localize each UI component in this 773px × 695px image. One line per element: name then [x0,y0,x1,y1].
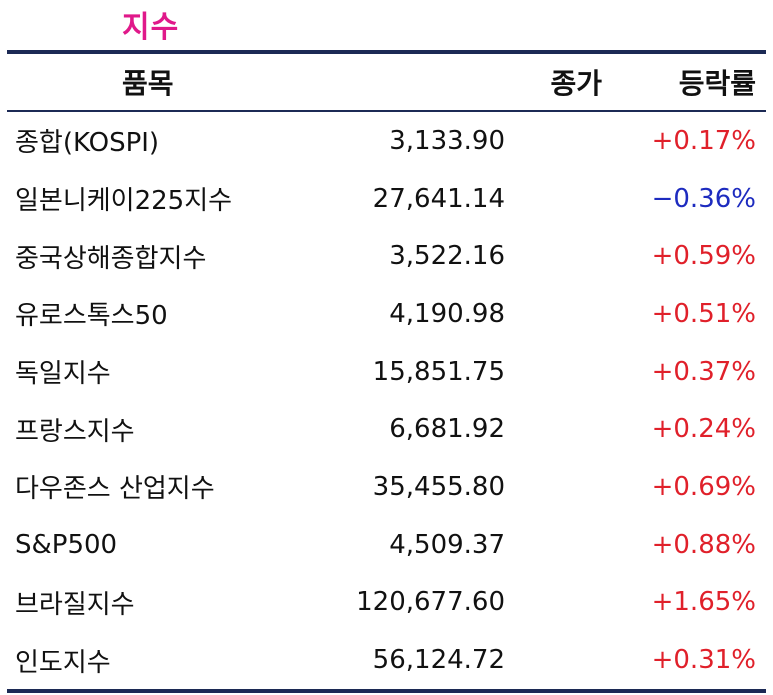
change-cell: +0.37% [651,356,756,387]
change-cell: −0.36% [651,183,756,214]
item-cell: 인도지수 [15,647,111,678]
item-cell: 일본니케이225지수 [15,186,233,217]
close-cell: 120,677.60 [356,587,505,618]
item-cell: S&P500 [15,529,118,560]
item-cell: 브라질지수 [15,589,135,620]
table-row: S&P500 4,509.37 +0.88% [7,516,766,574]
table-row: 중국상해종합지수 3,522.16 +0.59% [7,227,766,285]
index-table: 품목 종가 등락률 종합(KOSPI) 3,133.90 +0.17% 일본니케이22… [7,50,766,693]
column-header-close: 종가 [550,67,602,100]
item-cell: 유로스톡스50 [15,301,168,332]
table-top-rule [7,50,766,54]
close-cell: 3,133.90 [389,125,505,156]
table-row: 인도지수 56,124.72 +0.31% [7,631,766,689]
table-row: 브라질지수 120,677.60 +1.65% [7,574,766,632]
table-row: 종합(KOSPI) 3,133.90 +0.17% [7,112,766,170]
close-cell: 3,522.16 [389,241,505,272]
change-cell: +1.65% [651,587,756,618]
change-cell: +0.59% [651,241,756,272]
close-cell: 56,124.72 [372,645,505,676]
table-row: 유로스톡스50 4,190.98 +0.51% [7,285,766,343]
item-cell: 독일지수 [15,359,111,390]
table-header: 품목 종가 등락률 [7,54,766,110]
table-bottom-rule [7,688,766,693]
close-cell: 15,851.75 [372,356,505,387]
item-cell: 중국상해종합지수 [15,243,207,274]
table-row: 다우존스 산업지수 35,455.80 +0.69% [7,458,766,516]
change-cell: +0.31% [651,645,756,676]
close-cell: 6,681.92 [389,414,505,445]
change-cell: +0.51% [651,298,756,329]
close-cell: 27,641.14 [372,183,505,214]
page-title: 지수 [122,10,180,45]
column-header-change: 등락률 [678,67,756,100]
change-cell: +0.88% [651,529,756,560]
column-header-item: 품목 [122,67,174,100]
table-row: 일본니케이225지수 27,641.14 −0.36% [7,170,766,228]
header-rule [7,110,766,112]
change-cell: +0.24% [651,414,756,445]
item-cell: 프랑스지수 [15,416,135,447]
table-body: 종합(KOSPI) 3,133.90 +0.17% 일본니케이225지수 27,641.… [7,112,766,689]
change-cell: +0.17% [651,125,756,156]
item-cell: 다우존스 산업지수 [15,474,215,505]
close-cell: 35,455.80 [372,471,505,502]
close-cell: 4,509.37 [389,529,505,560]
table-row: 프랑스지수 6,681.92 +0.24% [7,400,766,458]
table-row: 독일지수 15,851.75 +0.37% [7,343,766,401]
change-cell: +0.69% [651,471,756,502]
item-cell: 종합(KOSPI) [15,128,160,159]
close-cell: 4,190.98 [389,298,505,329]
